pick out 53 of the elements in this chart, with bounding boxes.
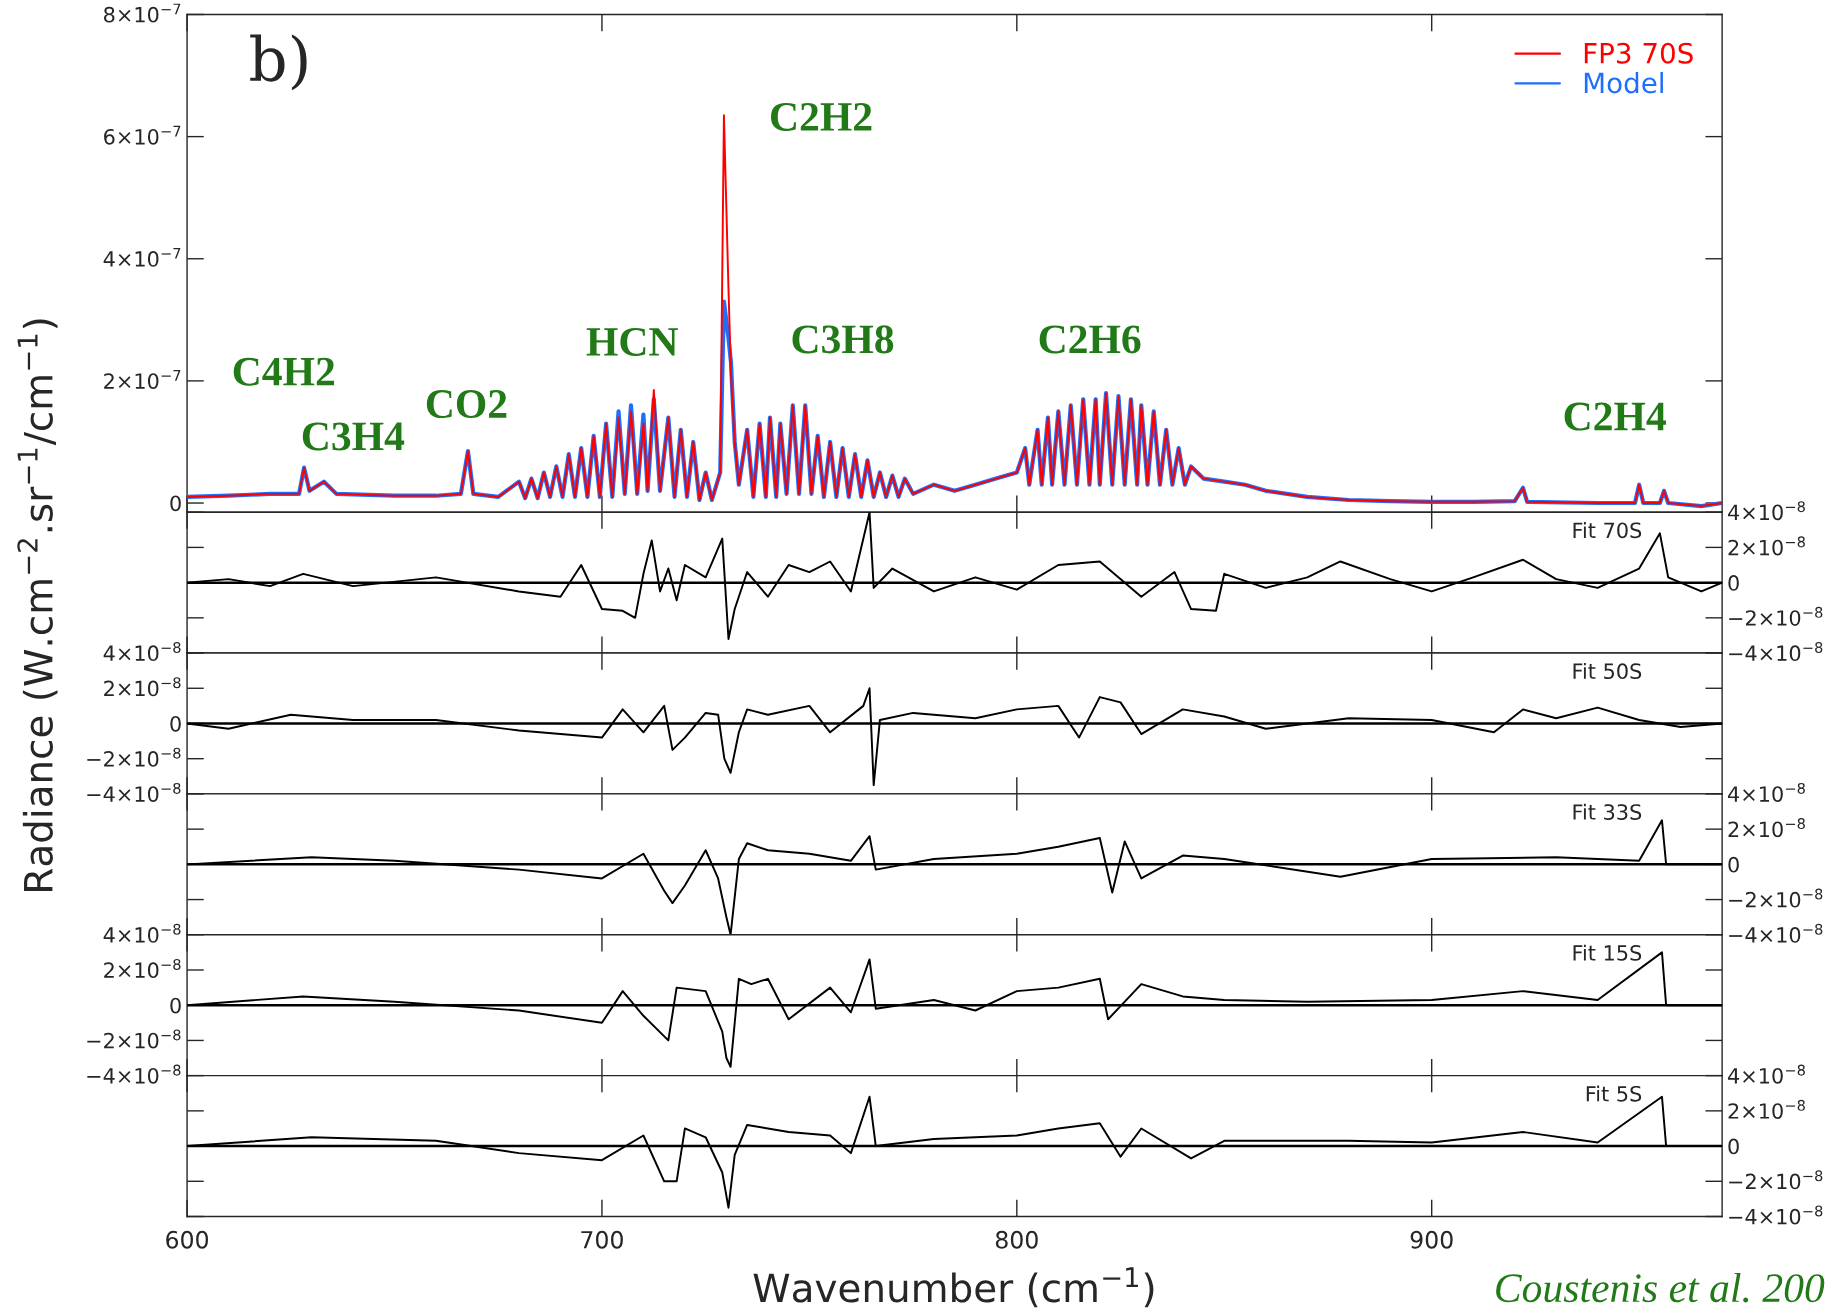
y-tick-label: 4×10$^{−7}$	[103, 247, 181, 267]
y-tick-label: −2×10$^{−8}$	[87, 747, 181, 767]
y-axis-title: Radiance (W.cm$^{−2}$.sr$^{−1}$/cm$^{−1}$)	[17, 319, 58, 891]
annotation: C3H8	[792, 325, 894, 354]
x-tick-label: 700	[581, 1230, 623, 1249]
y-tick-label: 4×10$^{−8}$	[103, 923, 181, 943]
y2-tick-label: 4×10$^{−8}$	[1728, 782, 1805, 802]
legend-label: Model	[1584, 71, 1663, 94]
y-tick-label: −2×10$^{−8}$	[87, 1029, 181, 1049]
y-tick-label: 0	[170, 495, 181, 512]
y2-tick-label: 2×10$^{−8}$	[1728, 1099, 1805, 1119]
chart-title: Fit 5S	[1586, 1085, 1642, 1102]
annotation: HCN	[586, 327, 678, 356]
x-tick-label: 800	[995, 1230, 1038, 1249]
y2-tick-label: −2×10$^{−8}$	[1729, 888, 1823, 908]
y-tick-label: 4×10$^{−8}$	[103, 642, 181, 662]
chart-title: Fit 33S	[1573, 803, 1642, 820]
annotation: C2H2	[771, 102, 872, 131]
annotation: CO2	[426, 390, 507, 419]
y-tick-label: 2×10$^{−7}$	[104, 370, 181, 389]
y-tick-label: −4×10$^{−8}$	[87, 782, 181, 802]
y2-tick-label: 2×10$^{−8}$	[1728, 818, 1805, 838]
y2-tick-label: −4×10$^{−8}$	[1729, 642, 1823, 662]
x-tick-label: 600	[166, 1230, 209, 1249]
y2-tick-label: 2×10$^{−8}$	[1728, 536, 1805, 556]
y2-tick-label: −4×10$^{−8}$	[1729, 1205, 1823, 1225]
x-axis-title: Wavenumber (cm$^{−1}$)	[753, 1267, 1154, 1308]
annotation: C2H6	[1039, 325, 1141, 354]
y2-tick-label: 0	[1728, 575, 1739, 591]
y-tick-label: 2×10$^{−8}$	[104, 677, 181, 697]
annotation: C3H4	[302, 422, 405, 451]
y2-tick-label: 0	[1728, 1138, 1739, 1155]
y-tick-label: 6×10$^{−7}$	[104, 125, 181, 145]
y-tick-label: 0	[170, 715, 181, 732]
y-tick-label: 0	[170, 997, 181, 1014]
x-tick-label: 900	[1410, 1230, 1453, 1249]
y2-tick-label: 4×10$^{−8}$	[1728, 501, 1805, 521]
y-tick-label: 2×10$^{−8}$	[104, 958, 181, 979]
chart-title: Fit 15S	[1573, 944, 1642, 961]
text: Coustenis et al. 200	[1496, 1272, 1825, 1303]
annotation: C2H4	[1564, 402, 1666, 431]
chart-title: b)	[250, 34, 307, 91]
y2-tick-label: −4×10$^{−8}$	[1729, 923, 1823, 943]
y2-tick-label: −2×10$^{−8}$	[1729, 606, 1823, 626]
y2-tick-label: 0	[1728, 856, 1739, 873]
y-tick-label: 8×10$^{−7}$	[104, 3, 181, 23]
y2-tick-label: −2×10$^{−8}$	[1729, 1170, 1823, 1190]
annotation: C4H2	[233, 357, 335, 386]
y-tick-label: −4×10$^{−8}$	[87, 1064, 181, 1084]
legend-label: FP3 70S	[1584, 42, 1693, 64]
chart-title: Fit 50S	[1573, 662, 1642, 680]
y2-tick-label: 4×10$^{−8}$	[1728, 1064, 1805, 1084]
chart-title: Fit 70S	[1573, 522, 1642, 539]
